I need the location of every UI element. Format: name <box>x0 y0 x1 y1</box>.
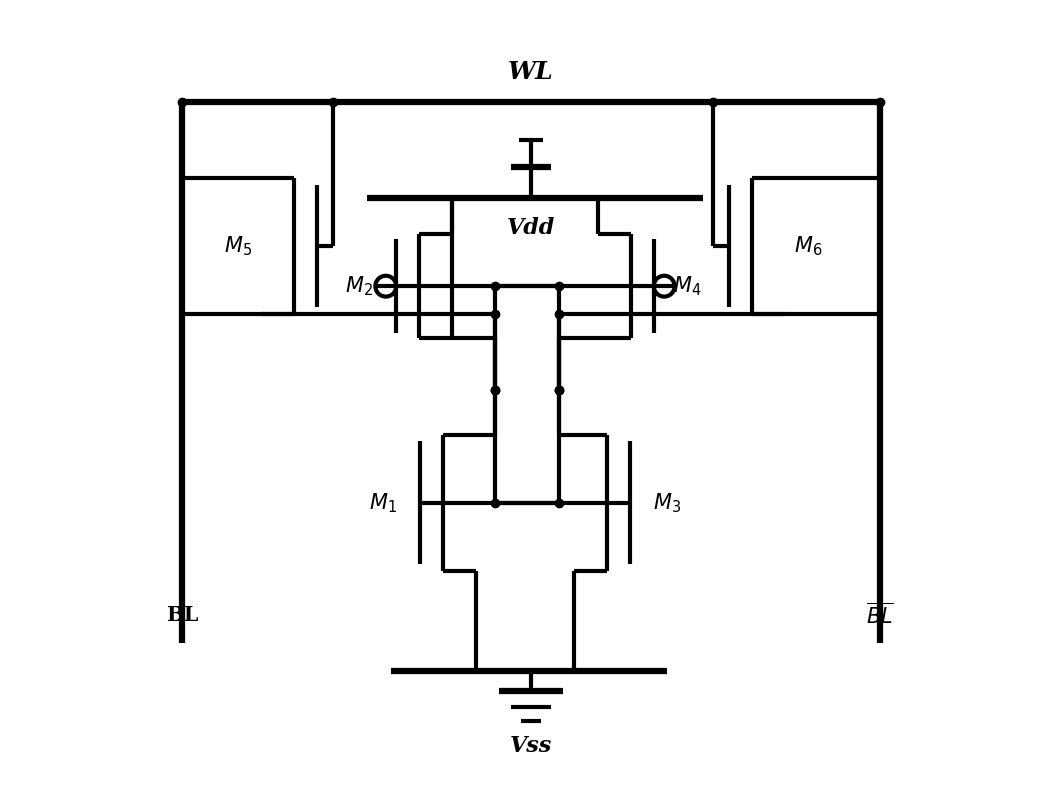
Text: $M_2$: $M_2$ <box>344 275 373 298</box>
Text: Vss: Vss <box>510 735 552 757</box>
Text: $M_4$: $M_4$ <box>673 275 702 298</box>
Text: $M_1$: $M_1$ <box>369 491 396 514</box>
Text: BL: BL <box>166 605 199 625</box>
Text: $M_6$: $M_6$ <box>793 234 822 258</box>
Text: WL: WL <box>508 60 554 84</box>
Text: Vdd: Vdd <box>507 217 555 238</box>
Text: $\overline{BL}$: $\overline{BL}$ <box>866 602 894 628</box>
Text: $M_5$: $M_5$ <box>224 234 252 258</box>
Text: $M_3$: $M_3$ <box>653 491 682 514</box>
